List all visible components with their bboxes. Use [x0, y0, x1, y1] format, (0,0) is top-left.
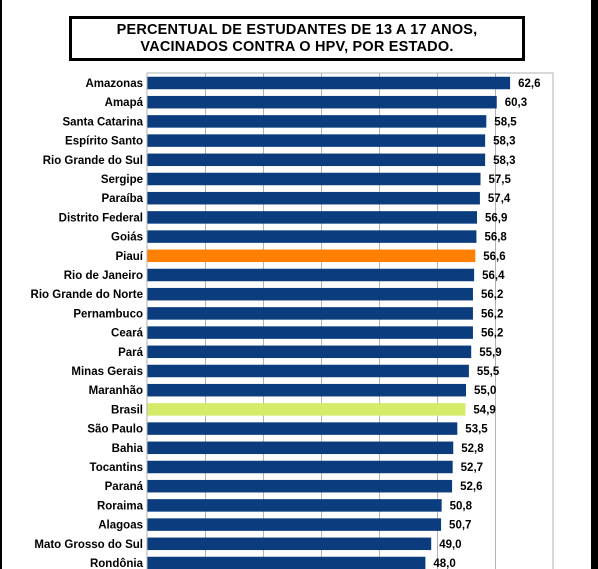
- value-label: 56,4: [482, 270, 505, 282]
- value-label: 55,9: [479, 347, 501, 359]
- category-label: Goiás: [111, 232, 143, 244]
- bar: [147, 364, 469, 378]
- category-label: Tocantins: [90, 462, 143, 474]
- bar: [147, 537, 432, 551]
- bar: [147, 191, 480, 205]
- value-label: 52,8: [461, 443, 484, 455]
- category-label: Pará: [118, 347, 144, 359]
- bar: [147, 307, 473, 320]
- bar: [147, 403, 466, 416]
- category-label: Pernambuco: [73, 308, 143, 320]
- value-label: 56,8: [484, 232, 507, 244]
- category-label: Espírito Santo: [65, 136, 143, 148]
- category-label: Alagoas: [98, 520, 143, 532]
- value-label: 50,8: [450, 500, 473, 512]
- bar: [147, 518, 442, 531]
- category-label: Paraíba: [101, 193, 143, 205]
- bar: [147, 479, 453, 493]
- value-label: 54,9: [473, 404, 495, 416]
- bar: [147, 172, 481, 186]
- bar: [147, 153, 486, 167]
- category-label: Paraná: [105, 481, 144, 493]
- category-label: Rio de Janeiro: [64, 270, 143, 282]
- bar: [147, 76, 511, 90]
- category-label: Minas Gerais: [71, 366, 143, 378]
- category-label: Bahia: [112, 443, 144, 455]
- value-label: 58,3: [493, 136, 515, 148]
- bar: [147, 345, 472, 359]
- value-label: 56,2: [481, 328, 503, 340]
- category-label: Santa Catarina: [62, 116, 143, 128]
- value-label: 56,2: [481, 289, 503, 301]
- bar: [147, 287, 473, 301]
- value-label: 56,6: [483, 251, 505, 263]
- bar: [147, 383, 466, 397]
- value-label: 58,3: [493, 155, 515, 167]
- frame-left-border: [0, 0, 2, 569]
- value-label: 52,6: [460, 481, 482, 493]
- bar: [147, 422, 458, 435]
- value-label: 56,9: [485, 212, 507, 224]
- value-label: 62,6: [518, 78, 540, 90]
- category-label: Amapá: [105, 97, 144, 109]
- value-label: 50,7: [449, 520, 471, 532]
- value-label: 52,7: [461, 462, 483, 474]
- bar: [147, 134, 486, 147]
- bar: [147, 441, 454, 455]
- bar: [147, 211, 478, 224]
- bar: [147, 95, 497, 109]
- value-label: 53,5: [465, 424, 488, 436]
- category-label: Mato Grosso do Sul: [34, 539, 143, 551]
- category-label: Brasil: [111, 404, 143, 416]
- category-label: Rio Grande do Norte: [31, 289, 143, 301]
- frame-right-border: [591, 0, 598, 569]
- category-label: Amazonas: [85, 78, 143, 90]
- chart-title-box: PERCENTUAL DE ESTUDANTES DE 13 A 17 ANOS…: [69, 16, 525, 61]
- bar: [147, 230, 477, 243]
- chart-title: PERCENTUAL DE ESTUDANTES DE 13 A 17 ANOS…: [116, 21, 478, 55]
- value-label: 49,0: [439, 539, 461, 551]
- bar: [147, 268, 475, 282]
- plot-frame: [146, 72, 554, 569]
- value-label: 57,4: [488, 193, 511, 205]
- category-label: Ceará: [111, 328, 144, 340]
- category-label: Sergipe: [101, 174, 143, 186]
- category-label: Rondônia: [90, 558, 144, 569]
- value-label: 55,0: [474, 385, 496, 397]
- bar: [147, 460, 453, 474]
- bar: [147, 326, 473, 339]
- bar: [147, 499, 442, 512]
- value-label: 55,5: [477, 366, 500, 378]
- category-label: São Paulo: [87, 424, 143, 436]
- value-label: 60,3: [505, 97, 527, 109]
- bar: [147, 115, 487, 128]
- value-label: 56,2: [481, 308, 503, 320]
- bar: [147, 249, 476, 263]
- category-label: Maranhão: [89, 385, 143, 397]
- bar: [147, 556, 426, 569]
- value-label: 57,5: [489, 174, 512, 186]
- category-label: Distrito Federal: [59, 212, 143, 224]
- category-label: Rio Grande do Sul: [43, 155, 143, 167]
- value-label: 58,5: [494, 116, 517, 128]
- value-label: 48,0: [433, 558, 455, 569]
- category-label: Roraima: [97, 500, 144, 512]
- category-label: Piauí: [116, 251, 144, 263]
